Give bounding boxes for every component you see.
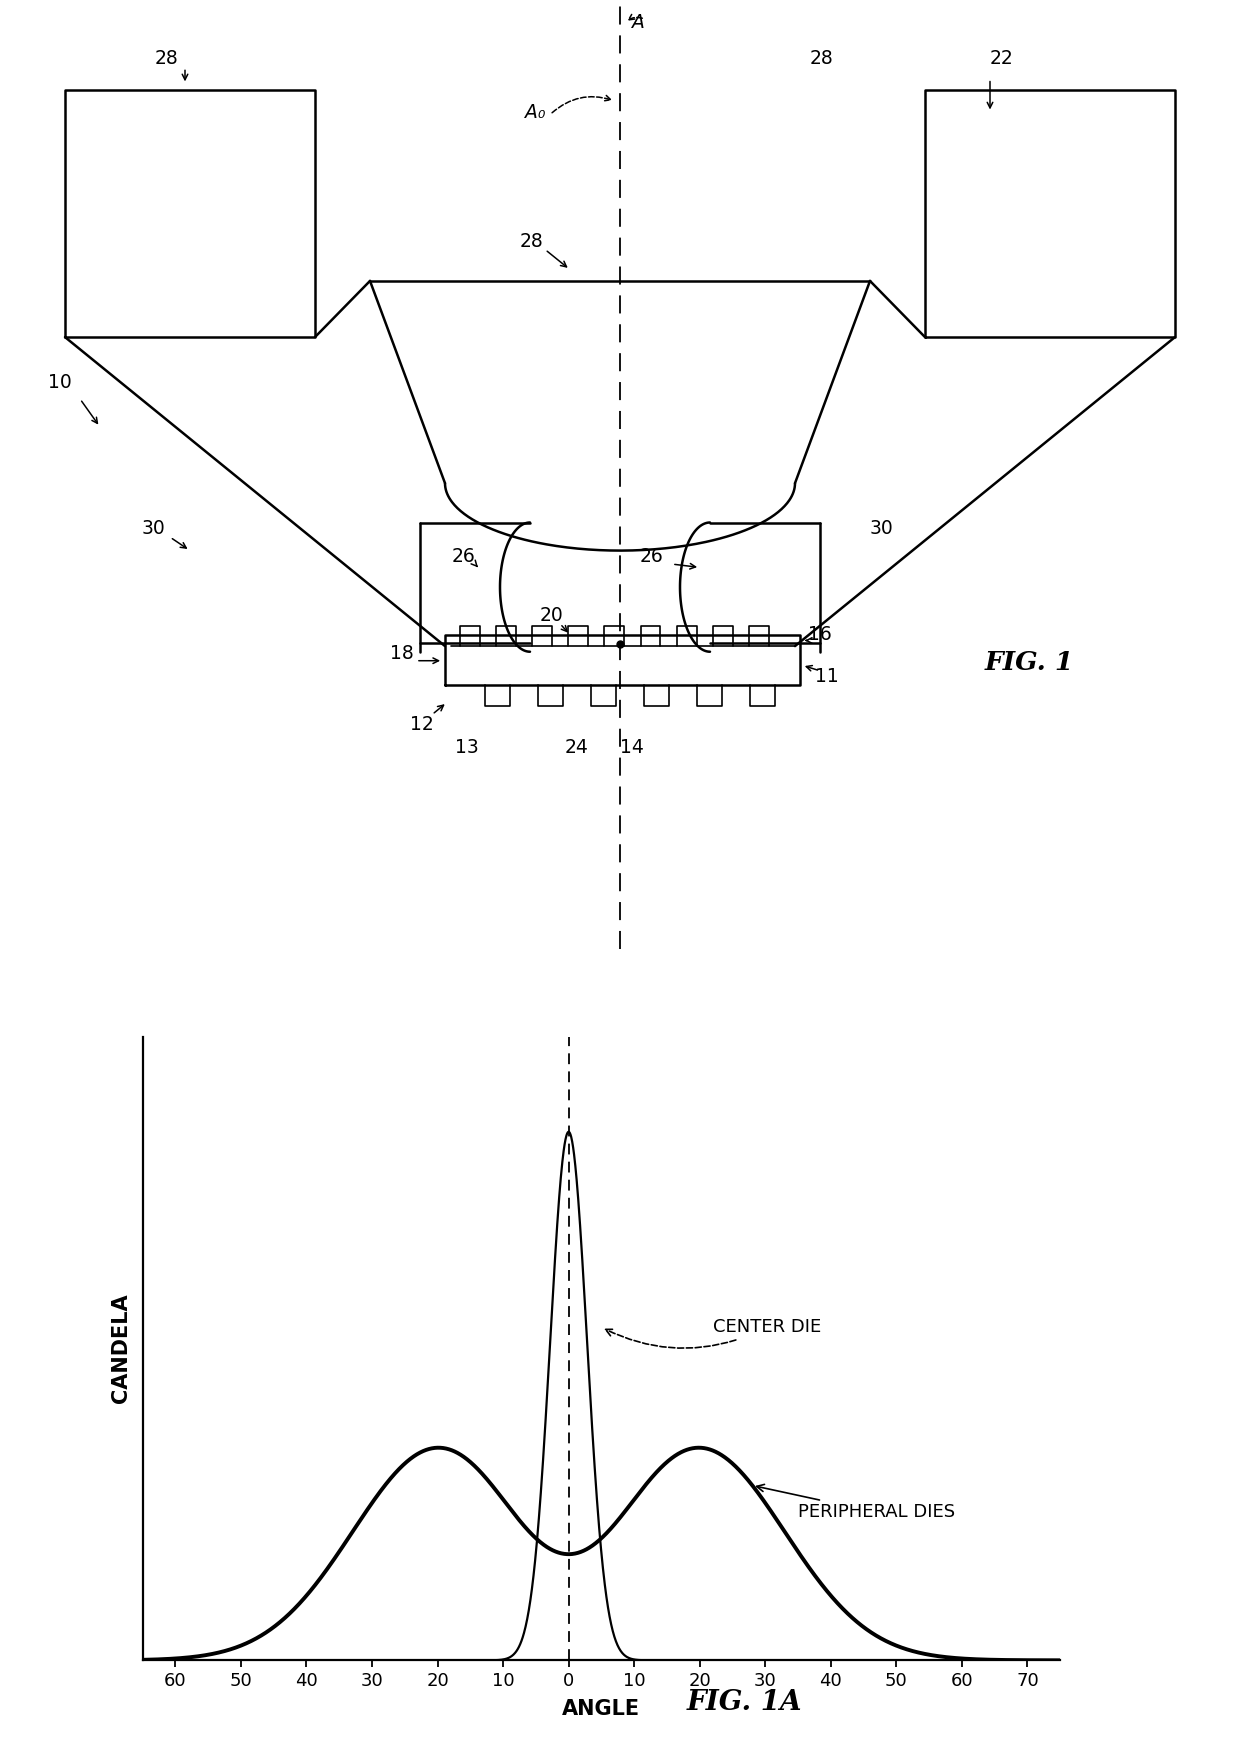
Text: 18: 18 (391, 645, 414, 664)
Text: 28: 28 (520, 232, 544, 251)
Text: 30: 30 (143, 518, 166, 538)
Text: 28: 28 (810, 49, 833, 69)
Text: 11: 11 (815, 668, 838, 685)
Text: 16: 16 (808, 625, 832, 645)
Text: CENTER DIE: CENTER DIE (605, 1318, 821, 1348)
Y-axis label: CANDELA: CANDELA (112, 1293, 131, 1404)
X-axis label: ANGLE: ANGLE (562, 1699, 641, 1718)
Text: A: A (632, 12, 645, 32)
Text: A₀: A₀ (525, 104, 546, 121)
Text: 24: 24 (565, 738, 589, 757)
Text: 13: 13 (455, 738, 479, 757)
Text: 26: 26 (640, 546, 663, 566)
Text: 30: 30 (870, 518, 894, 538)
Text: 10: 10 (48, 372, 72, 392)
Text: 14: 14 (620, 738, 644, 757)
Text: PERIPHERAL DIES: PERIPHERAL DIES (756, 1485, 955, 1522)
Text: 26: 26 (453, 546, 476, 566)
Text: 22: 22 (990, 49, 1014, 69)
Text: 20: 20 (539, 606, 564, 625)
Text: FIG. 1: FIG. 1 (985, 650, 1074, 675)
Text: FIG. 1A: FIG. 1A (686, 1688, 802, 1715)
Text: 12: 12 (410, 715, 434, 734)
Text: 28: 28 (155, 49, 179, 69)
